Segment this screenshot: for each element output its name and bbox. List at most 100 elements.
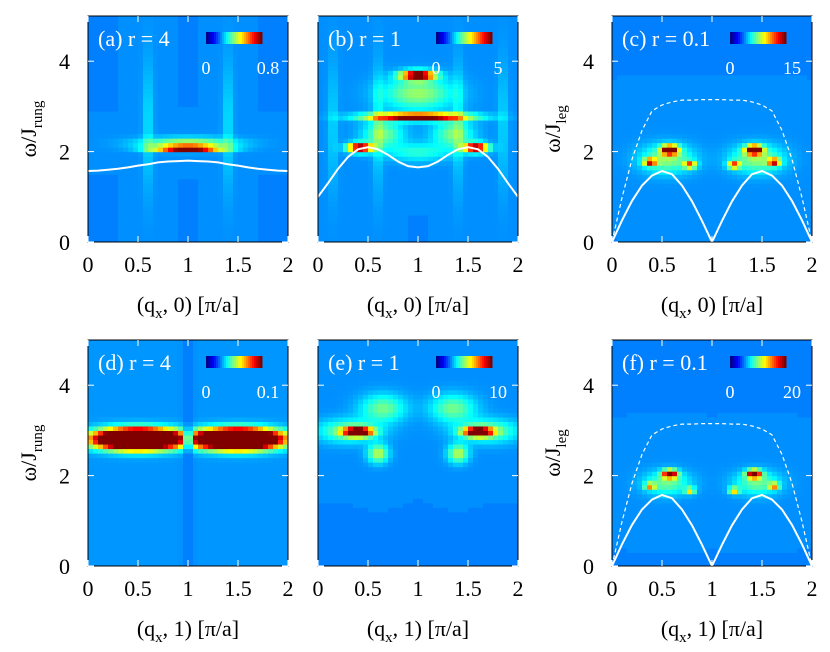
heatmap-cell (93, 156, 99, 162)
heatmap-cell (193, 183, 199, 189)
heatmap-cell (168, 192, 174, 198)
heatmap-cell (642, 165, 648, 171)
heatmap-cell (617, 228, 623, 234)
heatmap-cell (443, 237, 449, 242)
heatmap-cell (398, 56, 404, 62)
heatmap-cell (438, 16, 444, 22)
heatmap-cell (453, 129, 459, 135)
heatmap-cell (503, 101, 509, 107)
heatmap-cell (677, 183, 683, 189)
heatmap-cell (323, 151, 329, 157)
heatmap-cell (203, 187, 209, 193)
heatmap-cell (153, 124, 159, 130)
heatmap-cell (473, 169, 479, 175)
heatmap-cell (378, 52, 384, 58)
heatmap-cell (473, 178, 479, 184)
heatmap-cell (677, 142, 683, 148)
heatmap-cell (253, 92, 259, 98)
heatmap-cell (652, 74, 658, 80)
heatmap-cell (318, 232, 324, 239)
heatmap-cell (647, 237, 653, 242)
heatmap-cell (627, 110, 633, 117)
heatmap-cell (697, 142, 703, 148)
heatmap-cell (203, 106, 209, 112)
heatmap-cell (103, 115, 109, 121)
heatmap-cell (143, 205, 149, 211)
heatmap-cell (123, 70, 129, 76)
heatmap-cell (253, 183, 259, 189)
heatmap-cell (198, 65, 204, 71)
heatmap-cell (642, 160, 648, 166)
heatmap-cell (493, 156, 499, 162)
heatmap-cell (278, 110, 284, 117)
heatmap-cell (642, 52, 648, 58)
heatmap-cell (677, 56, 683, 62)
heatmap-cell (622, 187, 628, 193)
heatmap-cell (273, 174, 279, 180)
heatmap-cell (373, 92, 379, 98)
heatmap-cell (647, 129, 653, 135)
heatmap-cell (158, 156, 164, 162)
heatmap-cell (627, 38, 633, 44)
heatmap-cell (223, 83, 229, 89)
heatmap-cell (353, 183, 359, 189)
heatmap-cell (208, 169, 214, 175)
heatmap-cell (198, 47, 204, 53)
heatmap-cell (183, 210, 189, 216)
heatmap-cell (478, 97, 484, 103)
heatmap-cell (478, 165, 484, 171)
heatmap-cell (433, 174, 439, 180)
heatmap-cell (283, 92, 288, 98)
heatmap-cell (88, 61, 94, 67)
heatmap-cell (428, 65, 434, 71)
heatmap-cell (458, 160, 464, 166)
heatmap-cell (373, 88, 379, 94)
heatmap-cell (173, 74, 179, 80)
heatmap-cell (428, 205, 434, 211)
heatmap-cell (498, 201, 504, 207)
heatmap-cell (178, 214, 184, 220)
heatmap-cell (158, 74, 164, 80)
heatmap-cell (348, 223, 354, 230)
heatmap-cell (498, 47, 504, 53)
heatmap-cell (428, 74, 434, 80)
heatmap-cell (118, 147, 124, 153)
heatmap-cell (483, 65, 489, 71)
heatmap-cell (263, 232, 269, 239)
heatmap-cell (253, 205, 259, 211)
heatmap-cell (637, 110, 643, 117)
heatmap-cell (508, 174, 514, 180)
heatmap-cell (163, 183, 169, 189)
heatmap-cell (488, 83, 494, 89)
heatmap-cell (353, 174, 359, 180)
heatmap-cell (637, 205, 643, 211)
heatmap-cell (353, 29, 359, 35)
heatmap-cell (393, 25, 399, 31)
heatmap-cell (198, 160, 204, 166)
heatmap-cell (418, 34, 424, 40)
heatmap-cell (453, 210, 459, 216)
heatmap-cell (378, 147, 384, 153)
heatmap-cell (338, 34, 344, 40)
heatmap-cell (662, 196, 668, 202)
heatmap-cell (338, 192, 344, 198)
heatmap-cell (443, 16, 449, 22)
heatmap-cell (453, 110, 459, 117)
heatmap-cell (168, 106, 174, 112)
heatmap-cell (328, 83, 334, 89)
heatmap-cell (143, 115, 149, 121)
heatmap-cell (493, 38, 499, 44)
heatmap-cell (483, 88, 489, 94)
heatmap-cell (612, 56, 618, 62)
heatmap-cell (672, 156, 678, 162)
heatmap-cell (672, 133, 678, 139)
heatmap-cell (637, 101, 643, 107)
heatmap-cell (323, 178, 329, 184)
heatmap-cell (418, 147, 424, 153)
heatmap-cell (443, 228, 449, 234)
heatmap-cell (423, 110, 429, 117)
heatmap-cell (338, 138, 344, 144)
heatmap-cell (123, 223, 129, 230)
heatmap-cell (657, 174, 663, 180)
heatmap-cell (632, 119, 638, 126)
